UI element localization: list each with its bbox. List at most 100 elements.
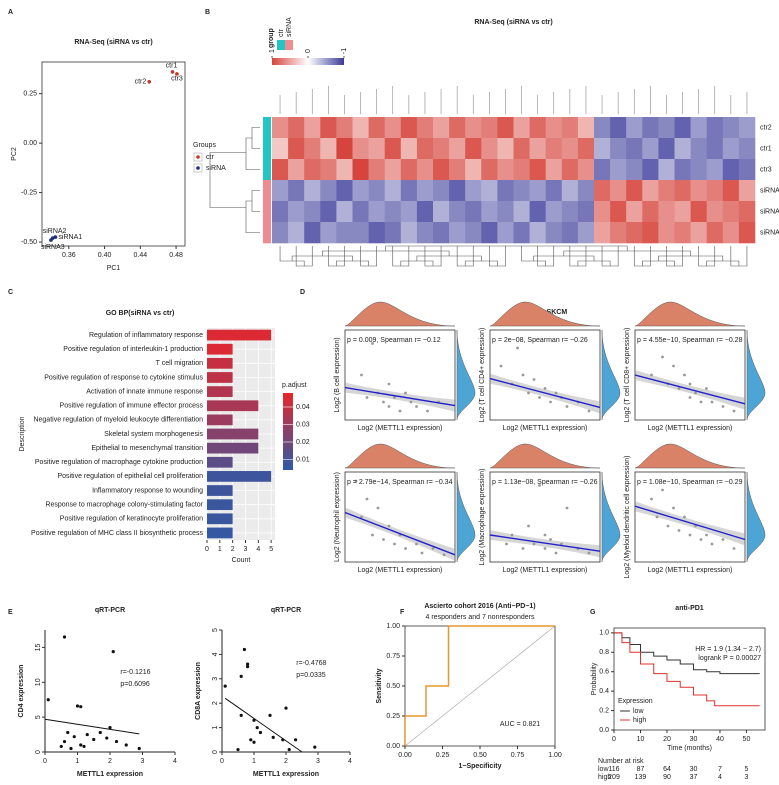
panel-label: A [8,9,13,16]
heatmap-cell [497,180,514,202]
x-axis-label: Log2 (METTL1 expression) [648,567,733,574]
point [527,391,530,395]
heatmap-cell [690,222,707,244]
density-right [746,329,766,421]
annotation: logrank P = 0.00027 [698,655,761,662]
point [124,743,128,747]
color-tick-label: 0.04 [296,404,310,411]
group-bar [263,201,271,223]
point [677,529,681,532]
heatmap-cell [465,159,482,181]
heatmap-cell [626,180,643,202]
x-tick-label: 40 [716,736,724,743]
y-tick-label: 0.0 [599,727,609,734]
heatmap-cell [626,201,643,223]
y-axis-label: Description [19,416,26,451]
chart-subtitle: 4 responders and 7 nonresponders [426,614,535,621]
x-tick-label: 4 [348,758,352,765]
chart-title: anti-PD1 [675,605,704,612]
x-axis-label: Log2 (METTL1 expression) [358,567,443,574]
heatmap-cell [545,222,563,244]
point [699,400,703,404]
heatmap-cell [336,117,353,139]
plot-frame [344,329,456,421]
heatmap-cell [529,201,546,223]
point [554,391,558,395]
heatmap-cell [288,138,305,160]
legend-title: p.adjust [282,382,307,389]
bar [207,527,233,539]
x-axis-label: Count [232,557,251,564]
fit-line [224,697,303,753]
point [82,744,86,749]
point [688,396,692,399]
heatmap-cell [706,222,724,244]
heatmap-cell [352,117,369,139]
point [565,405,569,408]
point [313,745,317,749]
bar [207,329,272,341]
heatmap-cell [433,180,450,202]
heatmap-cell [513,159,530,181]
heatmap-cell [384,159,402,181]
heatmap-cell [658,159,675,181]
heatmap-cell [738,159,756,181]
heatmap-cell [722,222,740,244]
heatmap-cell [272,180,289,202]
legend-title: group [268,28,275,48]
heatmap-cell [545,138,563,160]
density-right [456,471,476,563]
heatmap-cell [594,180,611,202]
annotation: p = 4.55e−10, Spearman r= −0.28 [637,337,743,344]
point-label: ctr2 [135,79,147,86]
heatmap-cell [610,138,627,160]
x-tick-label: 0 [612,736,616,743]
heatmap-cell [320,159,337,181]
heatmap-cell [738,117,756,139]
heatmap-cell [416,180,434,202]
plot-frame [489,471,601,563]
x-tick-label: 1 [252,758,256,765]
color-tick-label: 1 [269,49,276,53]
heatmap-cell [368,138,385,160]
point [415,405,418,408]
x-tick-label: 0.00 [398,752,412,759]
x-axis-label: Log2 (METTL1 expression) [358,425,443,432]
point [587,551,591,555]
heatmap-cell [594,159,611,181]
x-tick-label: 1.00 [548,752,562,759]
heatmap-cell [368,180,385,202]
x-axis-label: PC1 [107,265,121,272]
legend-label: siRNA [206,165,226,172]
category-label: Positive regulation of response to cytok… [44,374,203,381]
point [426,409,429,413]
heatmap-cell [465,222,482,244]
heatmap-cell [722,117,740,139]
survival-curve [614,632,760,675]
survival-curve [614,632,760,707]
heatmap-cell [416,138,434,160]
heatmap-cell [738,138,756,160]
point [404,547,407,550]
heatmap-cell [577,180,595,202]
dendrogram [577,260,611,266]
point-label: siRNA1 [58,234,82,241]
y-tick-label: 0 [35,750,42,754]
x-tick-label: 0 [43,758,47,765]
point [543,533,547,537]
point [114,739,119,744]
point [239,713,243,718]
category-label: Inflammatory response to wounding [92,487,203,494]
heatmap-cell [433,201,450,223]
x-tick-label: 0.75 [511,752,525,759]
heatmap-cell [481,201,498,223]
point [59,744,63,749]
y-tick-label: 1 [212,726,219,730]
plot-frame [613,627,766,731]
y-axis-label: Log2 (T cell CD8+ expression) [624,328,631,423]
fit-line [489,534,601,552]
density-right [746,471,766,563]
heatmap-cell [642,180,659,202]
heatmap-cell [610,159,627,181]
